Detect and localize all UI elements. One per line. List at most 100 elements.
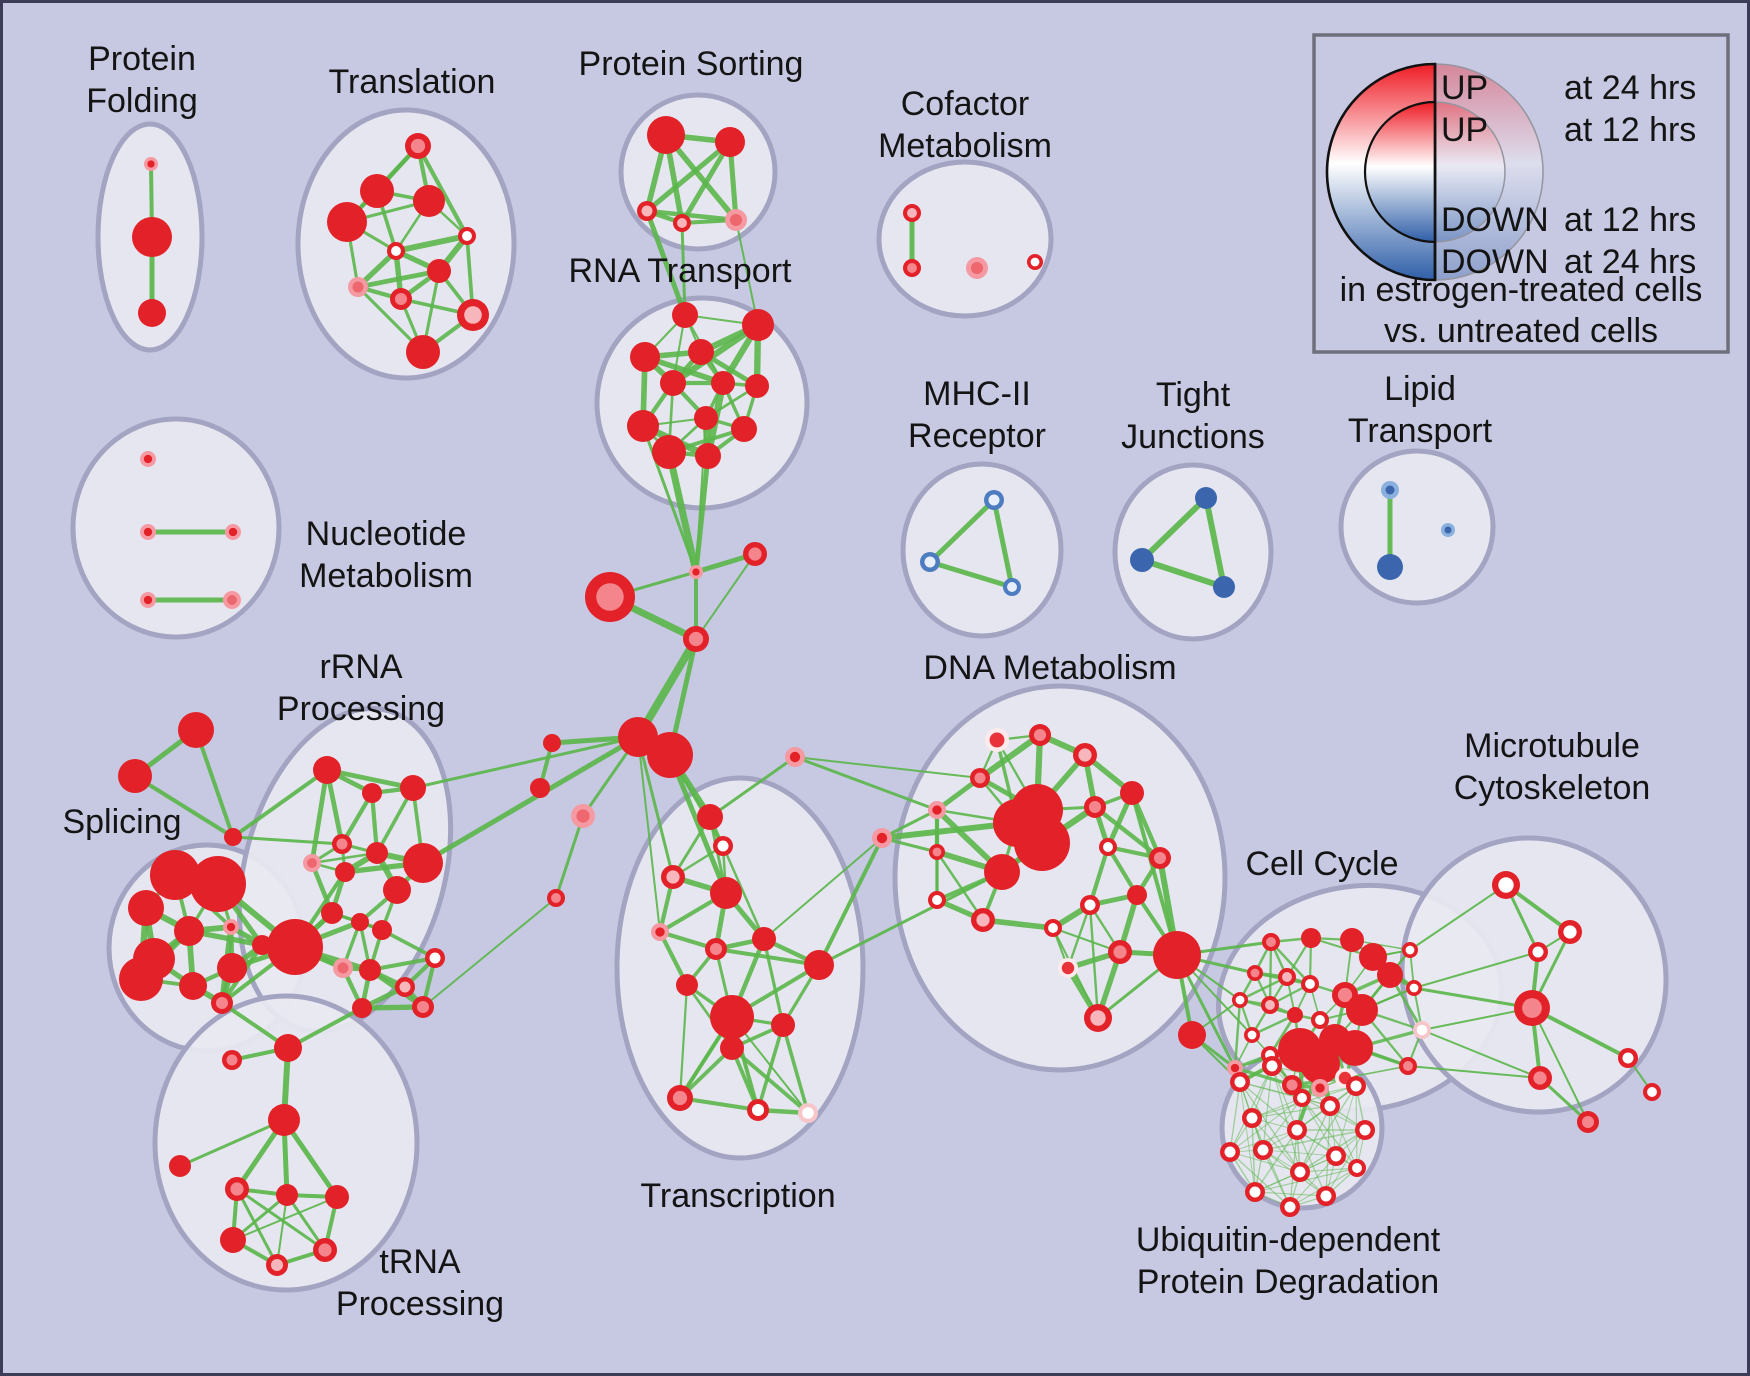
edge bbox=[1299, 1105, 1331, 1173]
node-core-m2 bbox=[924, 556, 936, 568]
node-core-d3 bbox=[1078, 748, 1092, 762]
node-core-d20 bbox=[1113, 945, 1127, 959]
node-core-f1 bbox=[147, 160, 155, 168]
node-k10 bbox=[1346, 994, 1378, 1026]
node-core-mt4 bbox=[1522, 998, 1542, 1018]
node-core-c3 bbox=[970, 261, 984, 275]
node-core-d17 bbox=[976, 913, 990, 927]
node-core-t10 bbox=[464, 306, 482, 324]
edge bbox=[1066, 903, 1092, 970]
legend-glyph bbox=[1363, 100, 1437, 244]
node-u7 bbox=[325, 1185, 349, 1209]
node-core-t9 bbox=[394, 292, 408, 306]
node-core-l3 bbox=[1444, 526, 1452, 534]
node-core-k7 bbox=[1282, 972, 1292, 982]
node-s7 bbox=[217, 953, 247, 983]
node-j3 bbox=[1213, 576, 1235, 598]
cluster-label-pf: Protein bbox=[88, 40, 196, 78]
node-core-p3 bbox=[641, 205, 653, 217]
cluster-label-tj: Tight bbox=[1156, 376, 1231, 414]
node-core-x14 bbox=[802, 1107, 814, 1119]
edge bbox=[677, 1095, 761, 1113]
edge bbox=[1229, 1081, 1241, 1153]
edge bbox=[641, 424, 698, 574]
edge bbox=[1301, 1097, 1358, 1169]
node-t7 bbox=[427, 259, 451, 283]
node-core-d19 bbox=[1084, 899, 1096, 911]
edge bbox=[781, 1023, 810, 1115]
node-g9 bbox=[403, 843, 443, 883]
cluster-label-ub: Ubiquitin-dependent bbox=[1136, 1221, 1441, 1259]
node-u8 bbox=[220, 1227, 246, 1253]
edge bbox=[231, 835, 344, 846]
node-core-n3 bbox=[228, 527, 238, 537]
edge bbox=[1296, 1129, 1327, 1197]
edge bbox=[644, 208, 739, 223]
cluster-label-tx: Transcription bbox=[640, 1177, 835, 1215]
node-core-k21 bbox=[1230, 1063, 1240, 1073]
edge bbox=[976, 731, 1044, 782]
node-u1 bbox=[274, 1034, 302, 1062]
node-t2 bbox=[360, 174, 394, 208]
node-C bbox=[224, 828, 242, 846]
node-core-b9 bbox=[1294, 1166, 1306, 1178]
node-core-c4 bbox=[1030, 257, 1040, 267]
node-core-d7 bbox=[1088, 800, 1102, 814]
legend-direction-label: UP bbox=[1441, 111, 1488, 149]
edge bbox=[695, 553, 756, 640]
legend-direction-label: DOWN bbox=[1441, 243, 1549, 281]
node-u3 bbox=[268, 1104, 300, 1136]
node-g3 bbox=[400, 775, 426, 801]
node-g7 bbox=[335, 862, 355, 882]
node-g12 bbox=[372, 920, 392, 940]
cluster-label-ps: Protein Sorting bbox=[579, 45, 804, 83]
node-x10 bbox=[771, 1013, 795, 1037]
node-core-u10 bbox=[270, 1258, 284, 1272]
node-core-k27 bbox=[1416, 1024, 1428, 1036]
edge bbox=[817, 870, 1004, 967]
node-core-k8 bbox=[1305, 979, 1315, 989]
edge bbox=[1139, 557, 1227, 590]
edge bbox=[1239, 1081, 1298, 1131]
edge bbox=[1229, 1097, 1303, 1153]
node-core-b3 bbox=[1246, 1112, 1258, 1124]
node-core-n5 bbox=[227, 595, 237, 605]
node-core-d21 bbox=[1061, 961, 1075, 975]
node-core-b6 bbox=[1291, 1124, 1303, 1136]
edge bbox=[636, 735, 675, 879]
node-core-mt6 bbox=[1533, 1071, 1547, 1085]
node-s3 bbox=[128, 890, 164, 926]
edge bbox=[1251, 1117, 1291, 1208]
node-core-n1 bbox=[143, 454, 153, 464]
edge bbox=[235, 1187, 279, 1267]
cluster-label-nm: Metabolism bbox=[299, 557, 473, 595]
node-core-m3 bbox=[1007, 582, 1017, 592]
node-core-k22 bbox=[1286, 1079, 1298, 1091]
node-d12 bbox=[984, 854, 1020, 890]
node-k18 bbox=[1300, 1044, 1340, 1084]
cluster-label-lt: Lipid bbox=[1384, 370, 1456, 408]
edge bbox=[1407, 1065, 1541, 1079]
legend-direction-label: UP bbox=[1441, 69, 1488, 107]
edge bbox=[232, 1196, 338, 1241]
node-core-b1 bbox=[1234, 1076, 1246, 1088]
edge bbox=[1233, 998, 1242, 1070]
edge bbox=[644, 208, 688, 318]
node-x4 bbox=[710, 877, 742, 909]
cluster-ellipse-tj bbox=[1112, 462, 1274, 642]
node-core-b5 bbox=[1257, 1144, 1269, 1156]
node-core-k25 bbox=[1405, 945, 1415, 955]
cluster-label-lt: Transport bbox=[1348, 412, 1493, 450]
cluster-label-rt: RNA Transport bbox=[569, 252, 793, 290]
node-core-mt1 bbox=[1498, 877, 1514, 893]
node-g10 bbox=[321, 902, 343, 924]
edge bbox=[1251, 1117, 1256, 1193]
node-s11 bbox=[252, 935, 272, 955]
node-B bbox=[118, 759, 152, 793]
node-r9 bbox=[694, 406, 718, 430]
node-core-s10 bbox=[215, 996, 229, 1010]
node-p2 bbox=[715, 127, 745, 157]
node-core-b7 bbox=[1324, 1100, 1336, 1112]
edge bbox=[935, 850, 985, 922]
